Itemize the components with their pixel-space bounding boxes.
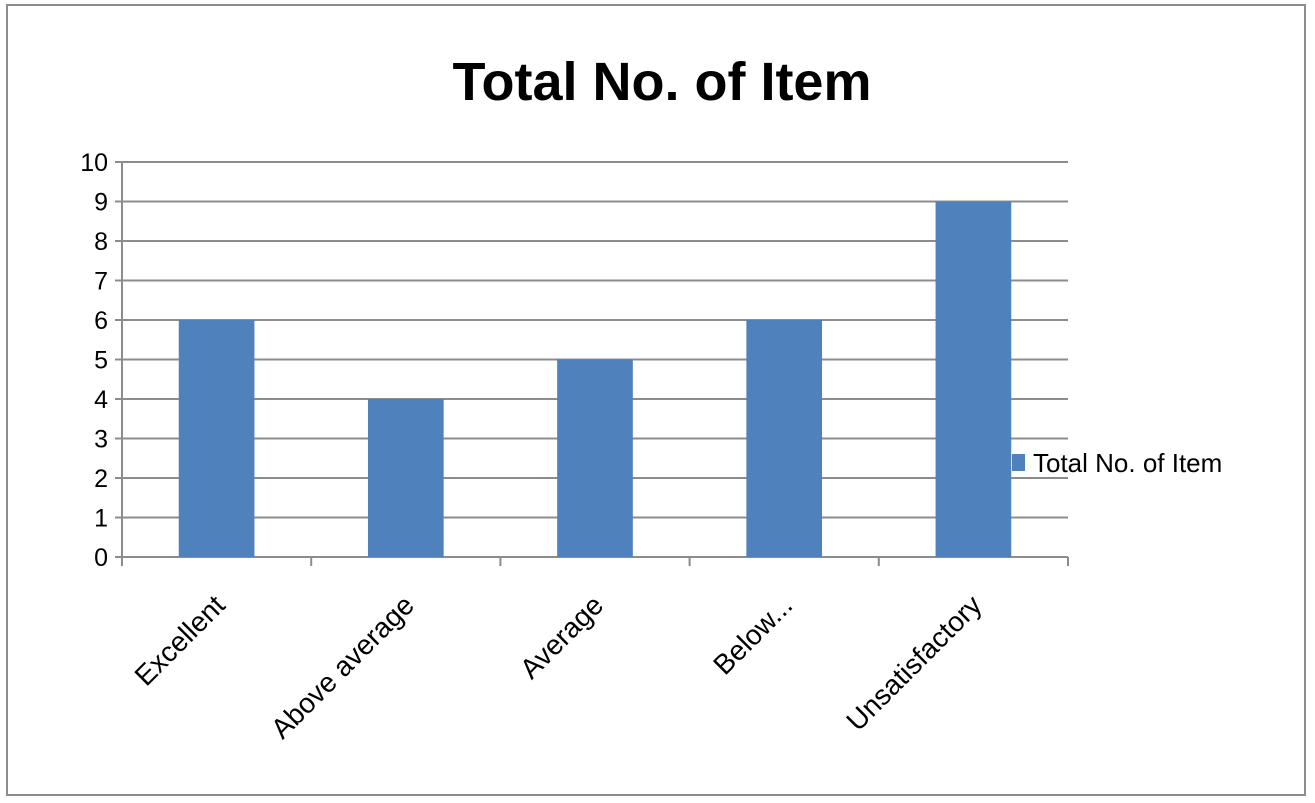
- bar-excellent: [178, 320, 255, 557]
- legend-label: Total No. of Item: [1033, 448, 1222, 478]
- legend: Total No. of Item: [1012, 448, 1222, 478]
- y-tick-label: 4: [94, 386, 108, 414]
- bar-above-average: [367, 399, 444, 557]
- y-tick-label: 10: [80, 149, 108, 177]
- y-tick-label: 9: [94, 189, 108, 217]
- y-tick-label: 5: [94, 347, 108, 375]
- y-tick-label: 2: [94, 465, 108, 493]
- y-tick-label: 7: [94, 268, 108, 296]
- y-tick-label: 3: [94, 426, 108, 454]
- y-tick-label: 0: [94, 544, 108, 572]
- x-tick-labels: Excellent Above average Average Below... Uns…: [129, 589, 988, 744]
- x-tick-label: Excellent: [129, 589, 231, 691]
- y-tick-labels: 0 1 2 3 4 5 6 7 8 9 10: [80, 149, 108, 572]
- y-tick-label: 8: [94, 228, 108, 256]
- x-tick-label: Average: [514, 589, 609, 684]
- gridlines: [122, 161, 1068, 519]
- bar-below: [746, 320, 823, 557]
- y-tick-label: 1: [94, 505, 108, 533]
- bar-average: [557, 359, 633, 557]
- y-tick-label: 6: [94, 307, 108, 335]
- legend-swatch: [1012, 454, 1025, 471]
- x-tick-label: Above average: [265, 589, 420, 744]
- x-tick-label: Unsatisfactory: [840, 589, 987, 736]
- bars: [178, 201, 1012, 557]
- x-tick-label: Below...: [707, 589, 798, 680]
- chart-title: Total No. of Item: [453, 52, 872, 112]
- bar-unsatisfactory: [935, 201, 1012, 557]
